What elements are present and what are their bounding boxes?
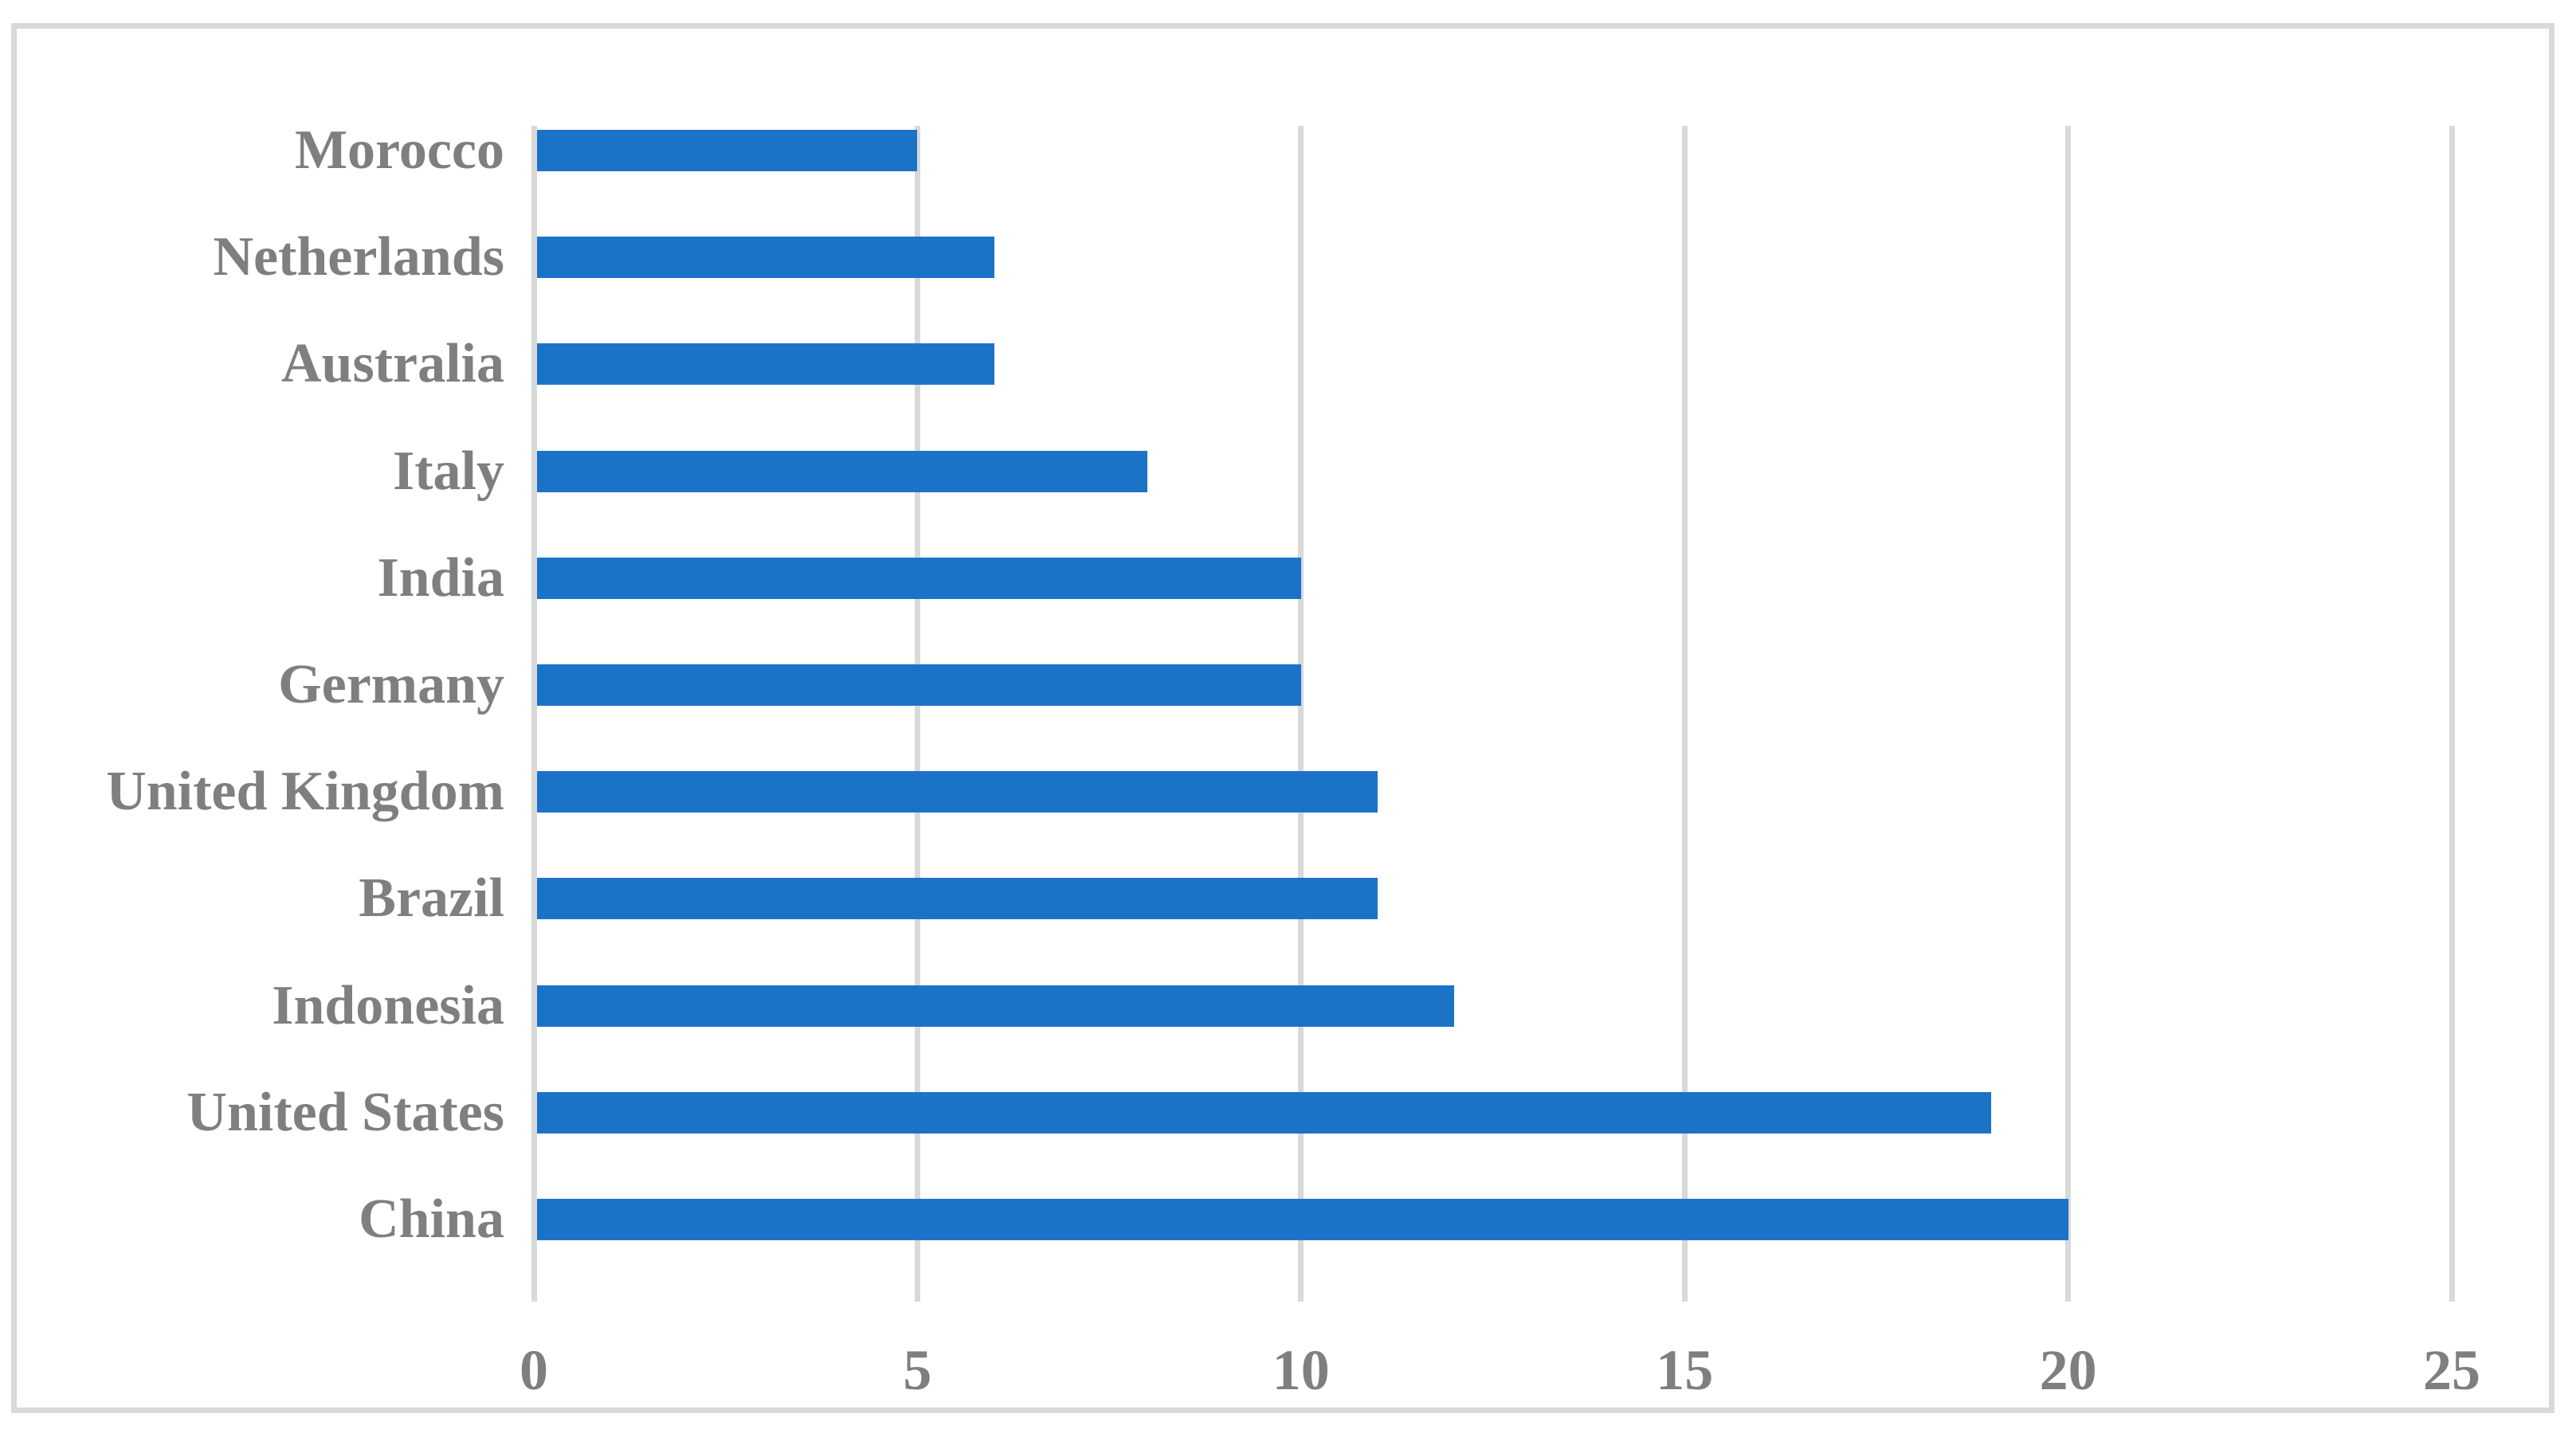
category-label-brazil: Brazil bbox=[359, 867, 504, 930]
category-label-germany: Germany bbox=[278, 654, 504, 715]
bar-australia bbox=[537, 343, 994, 386]
gridline-5 bbox=[914, 126, 920, 1302]
gridline-10 bbox=[1298, 126, 1304, 1302]
bar-india bbox=[537, 557, 1301, 599]
category-label-united-states: United States bbox=[186, 1081, 504, 1143]
gridline-0 bbox=[531, 126, 537, 1302]
bar-brazil bbox=[537, 878, 1378, 920]
bar-indonesia bbox=[537, 985, 1455, 1027]
category-label-netherlands: Netherlands bbox=[213, 226, 504, 288]
bar-china bbox=[537, 1198, 2068, 1240]
chart-frame: 0 5 10 15 20 25 Morocco Netherlands Australia Ita… bbox=[11, 23, 2554, 1413]
x-tick-label-10: 10 bbox=[1272, 1338, 1330, 1402]
x-tick-label-0: 0 bbox=[520, 1338, 548, 1402]
gridline-25 bbox=[2449, 126, 2455, 1302]
category-label-australia: Australia bbox=[281, 333, 504, 395]
x-tick-label-15: 15 bbox=[1656, 1338, 1714, 1402]
bar-united-kingdom bbox=[537, 771, 1378, 813]
gridline-15 bbox=[1681, 126, 1688, 1302]
bar-germany bbox=[537, 664, 1301, 706]
bar-italy bbox=[537, 450, 1148, 492]
bar-united-states bbox=[537, 1091, 1992, 1134]
gridline-20 bbox=[2065, 126, 2072, 1302]
category-label-indonesia: Indonesia bbox=[272, 974, 504, 1036]
category-label-united-kingdom: United Kingdom bbox=[106, 761, 504, 823]
x-tick-label-5: 5 bbox=[903, 1338, 932, 1402]
bar-netherlands bbox=[537, 237, 994, 279]
category-label-china: China bbox=[359, 1188, 504, 1250]
category-label-italy: Italy bbox=[393, 440, 504, 502]
category-label-morocco: Morocco bbox=[294, 119, 504, 182]
x-tick-label-25: 25 bbox=[2423, 1338, 2480, 1402]
category-label-india: India bbox=[377, 546, 504, 609]
x-tick-label-20: 20 bbox=[2039, 1338, 2097, 1402]
bar-morocco bbox=[537, 130, 918, 172]
